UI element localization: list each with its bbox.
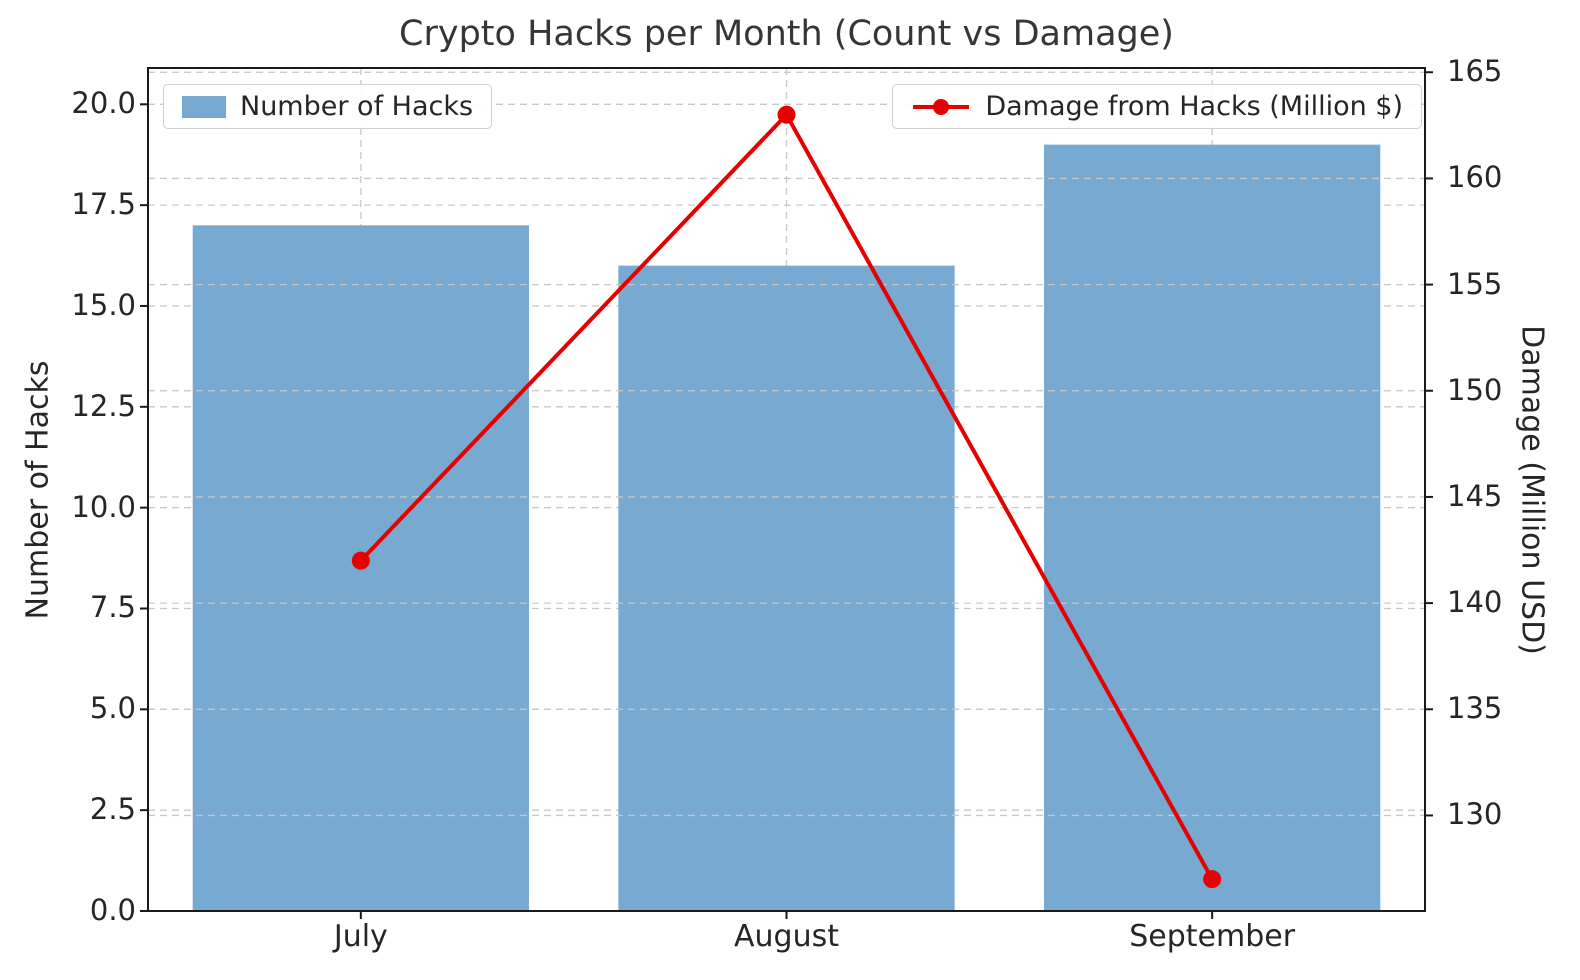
y-left-tick-label: 0.0: [89, 893, 136, 927]
y-left-tick-label: 7.5: [89, 590, 136, 625]
x-category-label: July: [333, 919, 388, 954]
right-axis-label: Damage (Million USD): [1514, 325, 1550, 655]
legend-bars: Number of Hacks: [163, 84, 493, 129]
y-left-tick-label: 10.0: [71, 489, 136, 524]
y-right-tick-label: 165: [1447, 54, 1503, 89]
y-right-tick-label: 130: [1447, 797, 1503, 832]
bar-legend-label: Number of Hacks: [240, 91, 474, 122]
damage-marker-september: [1203, 870, 1222, 889]
y-right-tick-label: 135: [1447, 691, 1503, 726]
y-left-tick-label: 15.0: [71, 287, 136, 322]
y-right-tick-label: 160: [1447, 160, 1503, 195]
y-right-tick-label: 150: [1447, 372, 1503, 407]
line-legend-label: Damage from Hacks (Million $): [985, 91, 1403, 122]
bar-legend-swatch-icon: [182, 95, 226, 118]
left-axis-label: Number of Hacks: [20, 360, 56, 620]
y-left-tick-label: 5.0: [89, 691, 136, 726]
x-category-label: September: [1129, 919, 1296, 954]
chart-title: Crypto Hacks per Month (Count vs Damage): [399, 14, 1174, 54]
damage-marker-august: [777, 105, 796, 124]
damage-marker-july: [351, 551, 370, 570]
line-legend-swatch-icon: [913, 98, 970, 115]
y-left-tick-label: 20.0: [71, 86, 136, 121]
y-left-tick-label: 17.5: [71, 187, 136, 222]
y-left-tick-label: 12.5: [71, 388, 136, 423]
legend-line: Damage from Hacks (Million $): [892, 84, 1422, 129]
x-category-label: August: [734, 919, 839, 954]
y-right-tick-label: 145: [1447, 478, 1503, 513]
bar-september: [1044, 144, 1381, 912]
y-right-tick-label: 155: [1447, 266, 1503, 301]
y-right-tick-label: 140: [1447, 585, 1503, 620]
y-left-tick-label: 2.5: [89, 792, 136, 827]
bar-august: [618, 265, 955, 912]
